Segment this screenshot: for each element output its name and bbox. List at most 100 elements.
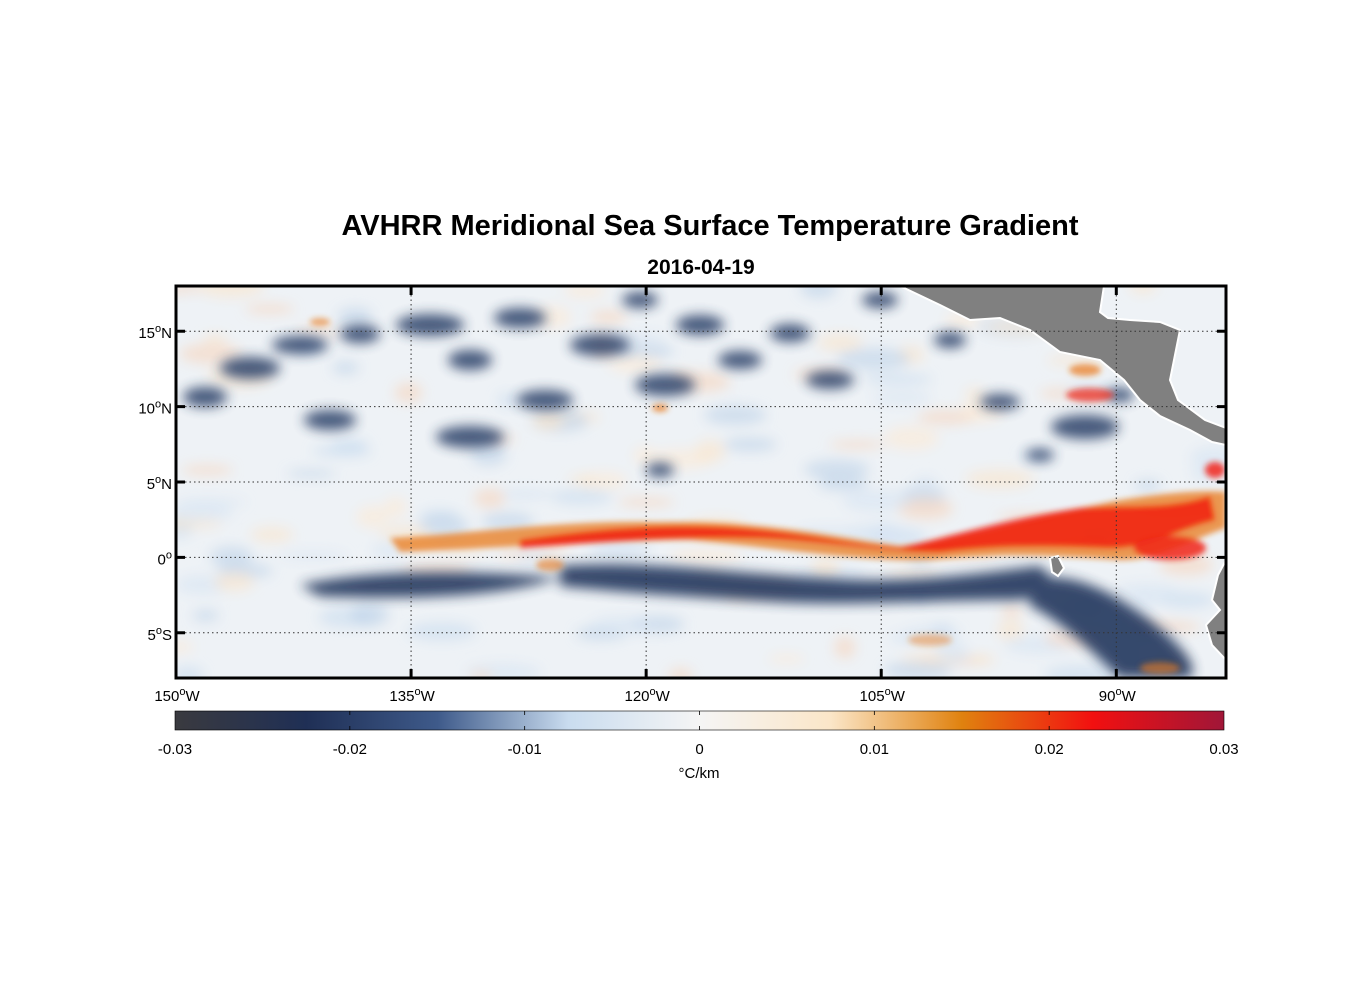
noise-blob <box>829 440 885 449</box>
noise-blob <box>470 442 507 466</box>
noise-blob <box>884 426 939 450</box>
noise-blob <box>800 286 837 299</box>
noise-blob <box>337 307 373 326</box>
warm-front <box>310 318 1226 674</box>
lat-tick-label: 5oS <box>148 625 172 644</box>
noise-blob <box>563 286 606 299</box>
noise-blob <box>1131 594 1158 611</box>
noise-blob <box>356 505 390 529</box>
noise-blob <box>616 342 674 360</box>
noise-blob <box>278 551 349 560</box>
colorbar-tick-label: -0.01 <box>508 741 542 758</box>
lon-tick-label: 135oW <box>389 686 435 705</box>
noise-blob <box>834 636 856 659</box>
lon-tick-label: 90oW <box>1099 686 1137 705</box>
map-field <box>176 286 1226 678</box>
noise-blob <box>836 347 911 370</box>
noise-blob <box>210 546 253 568</box>
noise-blob <box>532 411 564 431</box>
noise-blob <box>964 387 986 400</box>
noise-blob <box>550 488 613 506</box>
lat-tick-label: 0o <box>158 549 172 568</box>
noise-blob <box>871 391 932 405</box>
noise-blob <box>568 475 596 485</box>
noise-blob <box>669 548 743 564</box>
noise-blob <box>497 392 522 407</box>
cold-patches-north <box>183 292 1134 477</box>
colorbar-tick-label: -0.02 <box>333 741 367 758</box>
noise-blob <box>768 654 806 664</box>
noise-blob <box>383 497 407 518</box>
noise-blob <box>197 286 265 298</box>
figure-title: AVHRR Meridional Sea Surface Temperature… <box>341 210 1078 242</box>
noise-blob <box>608 355 663 373</box>
noise-blob <box>1000 605 1023 617</box>
noise-blob <box>1043 665 1118 678</box>
noise-blob <box>192 609 219 622</box>
noise-blob <box>1134 479 1162 492</box>
noise-blob <box>997 619 1024 641</box>
land-masses <box>899 286 1226 662</box>
colorbar-unit: °C/km <box>679 765 720 782</box>
noise-blob <box>817 476 869 492</box>
colorbar-tick-label: -0.03 <box>158 741 192 758</box>
noise-blob <box>871 522 900 545</box>
colorbar-ticks: -0.03 -0.02 -0.01 0 0.01 0.02 0.03 <box>158 711 1239 758</box>
noise-blob <box>1158 591 1216 609</box>
lat-tick-label: 15oN <box>138 323 172 342</box>
noise-blob <box>842 489 911 513</box>
figure-subtitle: 2016-04-19 <box>647 256 754 279</box>
latitude-labels: 15oN 10oN 5oN 0o 5oS <box>138 323 172 644</box>
noise-blob <box>176 286 202 294</box>
noise-blob <box>296 327 340 337</box>
noise-blob <box>498 488 553 501</box>
noise-blob <box>863 373 933 386</box>
lat-tick-label: 5oN <box>147 474 172 493</box>
colorbar-tick-label: 0.03 <box>1209 741 1238 758</box>
noise-blob <box>312 444 372 458</box>
noise-blob <box>407 622 477 641</box>
longitude-labels: 150oW 135oW 120oW 105oW 90oW <box>154 686 1136 705</box>
noise-blob <box>590 615 655 636</box>
noise-blob <box>176 641 195 653</box>
noise-blob <box>704 405 767 426</box>
noise-blob <box>176 666 204 678</box>
noise-blob <box>482 512 535 531</box>
noise-blob <box>176 503 234 522</box>
noise-blob <box>250 526 294 543</box>
colorbar-tick-label: 0 <box>695 741 703 758</box>
lon-tick-label: 120oW <box>624 686 670 705</box>
noise-blob <box>181 465 233 476</box>
central-america-land <box>899 286 1226 447</box>
colorbar-tick-label: 0.02 <box>1035 741 1064 758</box>
noise-blob <box>332 361 359 375</box>
noise-blob <box>588 542 652 558</box>
south-america-coast-land <box>1204 559 1226 662</box>
noise-blob <box>723 437 777 452</box>
noise-blob <box>1114 583 1178 599</box>
colorbar-tick-label: 0.01 <box>860 741 889 758</box>
noise-blob <box>886 568 941 579</box>
noise-blob <box>810 557 840 581</box>
noise-blob <box>214 572 255 592</box>
noise-blob <box>935 641 970 665</box>
noise-blob <box>590 310 628 325</box>
lat-tick-label: 10oN <box>138 399 172 418</box>
map-frame <box>174 284 1228 680</box>
noise-blob <box>668 668 693 678</box>
noise-blob <box>179 343 243 364</box>
noise-blob <box>817 333 863 352</box>
noise-blob <box>286 469 336 478</box>
noise-blob <box>202 334 228 345</box>
noise-blob <box>883 661 952 678</box>
noise-blob <box>350 602 390 627</box>
noise-blob <box>245 303 295 314</box>
noise-blob <box>965 469 1035 489</box>
galapagos-land <box>1048 554 1066 578</box>
noise-blob <box>1129 286 1157 294</box>
noise-blob <box>896 497 954 520</box>
noise-blob <box>914 476 937 487</box>
noise-blob <box>470 671 493 678</box>
lon-tick-label: 150oW <box>154 686 200 705</box>
